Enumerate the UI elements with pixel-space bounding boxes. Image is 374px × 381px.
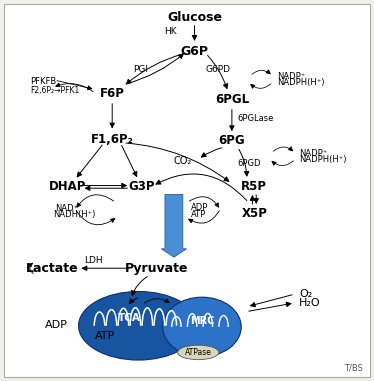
Text: TCA: TCA xyxy=(117,313,141,323)
Text: G6PD: G6PD xyxy=(205,65,230,74)
Text: NAD⁺: NAD⁺ xyxy=(55,204,79,213)
Text: ATP: ATP xyxy=(191,210,206,219)
Text: Pyruvate: Pyruvate xyxy=(125,262,189,275)
Text: O₂: O₂ xyxy=(299,289,312,299)
Text: NADPH(H⁺): NADPH(H⁺) xyxy=(277,78,324,87)
Ellipse shape xyxy=(178,345,219,360)
Text: H₂O: H₂O xyxy=(299,298,321,308)
Text: 6PGD: 6PGD xyxy=(237,158,261,168)
Text: LDH: LDH xyxy=(84,256,103,266)
FancyArrow shape xyxy=(161,194,187,257)
Text: F6P: F6P xyxy=(100,87,125,100)
Ellipse shape xyxy=(79,291,198,360)
Text: ATPase: ATPase xyxy=(185,348,212,357)
Text: NADPH(H⁺): NADPH(H⁺) xyxy=(299,155,347,164)
Text: ADP: ADP xyxy=(191,203,208,212)
Text: ATP: ATP xyxy=(95,331,116,341)
Text: PGI: PGI xyxy=(133,65,148,74)
Text: NADP⁺: NADP⁺ xyxy=(277,72,305,81)
Text: ADP: ADP xyxy=(45,320,68,330)
Text: X5P: X5P xyxy=(241,207,267,220)
Text: CO₂: CO₂ xyxy=(173,156,191,166)
Text: Glucose: Glucose xyxy=(167,11,222,24)
Text: MRC: MRC xyxy=(190,316,214,326)
Text: 6PG: 6PG xyxy=(218,134,245,147)
Text: NADH(H⁺): NADH(H⁺) xyxy=(53,210,96,219)
Text: 6PGLase: 6PGLase xyxy=(237,114,274,123)
Text: PFKFB: PFKFB xyxy=(30,77,56,86)
Text: F2,6P₂→PFK1: F2,6P₂→PFK1 xyxy=(30,86,79,95)
Ellipse shape xyxy=(163,297,241,357)
Text: T̅/BS: T̅/BS xyxy=(344,363,363,373)
Text: Lactate: Lactate xyxy=(26,262,79,275)
Text: G6P: G6P xyxy=(181,45,208,58)
Text: 6PGL: 6PGL xyxy=(215,93,249,106)
Text: NADP⁺: NADP⁺ xyxy=(299,149,328,158)
Text: DHAP: DHAP xyxy=(49,180,86,193)
Text: HK: HK xyxy=(164,27,177,36)
Text: R5P: R5P xyxy=(241,180,267,193)
Text: G3P: G3P xyxy=(129,180,155,193)
Text: F1,6P₂: F1,6P₂ xyxy=(91,133,134,146)
